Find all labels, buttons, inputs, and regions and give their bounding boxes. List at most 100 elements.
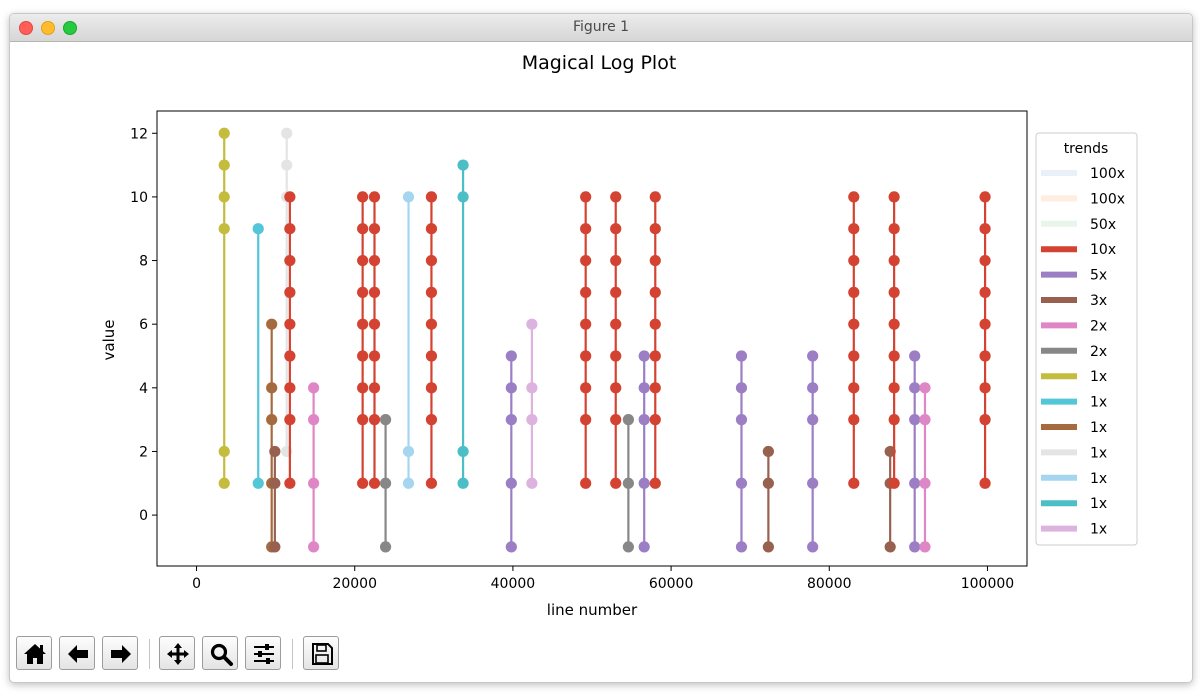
series-17 (622, 414, 634, 553)
data-point (580, 382, 592, 394)
series-6 (308, 382, 320, 553)
data-point (638, 382, 650, 394)
pan-button[interactable] (159, 636, 195, 670)
x-tick-label: 40000 (491, 576, 536, 592)
x-tick-label: 0 (192, 576, 201, 592)
data-point (284, 382, 296, 394)
data-point (888, 350, 900, 362)
legend-label: 50x (1090, 217, 1116, 233)
data-point (762, 477, 774, 489)
data-point (357, 350, 369, 362)
data-point (807, 414, 819, 426)
data-point (368, 318, 381, 330)
zoom-button[interactable] (202, 636, 238, 670)
maximize-window-button[interactable] (63, 21, 77, 35)
data-point (308, 414, 320, 426)
minimize-window-button[interactable] (41, 21, 55, 35)
legend-title: trends (1064, 141, 1109, 157)
forward-button[interactable] (102, 636, 138, 670)
data-point (218, 223, 230, 235)
series-28 (979, 191, 991, 489)
series-15 (580, 191, 592, 489)
data-point (848, 254, 860, 267)
x-axis-label: line number (547, 601, 638, 619)
legend-entries: 100x 100x 50x 10x 5x 3x 2x 2x 1x 1x 1x 1x 1x 1x 1x (1041, 166, 1125, 538)
data-point (526, 477, 538, 489)
series-10 (402, 191, 415, 489)
axes-frame (156, 110, 1028, 567)
data-point (909, 541, 921, 553)
series-3 (269, 445, 281, 553)
configure-subplots-button[interactable] (245, 636, 281, 670)
series-20 (735, 350, 748, 553)
close-window-button[interactable] (19, 21, 33, 35)
data-point (610, 223, 622, 235)
data-point (610, 477, 622, 489)
data-point (979, 254, 991, 267)
data-point (888, 414, 900, 426)
data-point (269, 541, 281, 553)
data-point (888, 191, 900, 203)
x-tick-label: 60000 (649, 576, 694, 592)
data-point (909, 414, 921, 426)
data-point (284, 318, 296, 330)
series-12 (457, 159, 469, 489)
data-point (425, 286, 438, 298)
save-button[interactable] (303, 636, 339, 670)
chart-canvas[interactable]: Magical Log Plot 0 20000 40000 60000 80000 10… (10, 42, 1192, 636)
data-point (638, 350, 650, 362)
y-axis-label: value (100, 320, 118, 361)
data-point (848, 414, 860, 426)
legend-label: 5x (1090, 268, 1107, 284)
legend-entry: 1x (1041, 445, 1107, 461)
data-point (284, 223, 296, 235)
data-point (649, 318, 661, 330)
data-point (505, 382, 517, 394)
data-point (638, 414, 650, 426)
data-point (402, 445, 415, 458)
data-point (735, 350, 748, 362)
data-point (357, 254, 369, 267)
home-button[interactable] (16, 636, 52, 670)
data-point (505, 414, 517, 426)
back-button[interactable] (59, 636, 95, 670)
data-point (457, 191, 469, 203)
legend-label: 1x (1090, 420, 1107, 436)
data-point (368, 286, 381, 298)
series-23 (848, 191, 860, 489)
data-point (580, 414, 592, 426)
data-point (368, 350, 381, 362)
data-point (610, 382, 622, 394)
data-point (357, 286, 369, 298)
data-point (979, 286, 991, 298)
series-27 (919, 382, 931, 553)
data-point (622, 477, 634, 489)
data-point (425, 191, 438, 203)
legend-label: 1x (1090, 471, 1107, 487)
toolbar-separator (292, 639, 293, 669)
data-point (622, 541, 634, 553)
data-point (284, 414, 296, 426)
data-point (308, 382, 320, 394)
data-point (979, 414, 991, 426)
data-point (266, 382, 278, 394)
data-point (622, 414, 634, 426)
legend-entry: 100x (1041, 191, 1125, 207)
navigation-toolbar (13, 636, 413, 676)
y-tick-label: 2 (139, 444, 148, 460)
data-point (425, 254, 438, 267)
data-point (888, 382, 900, 394)
legend-entry: 1x (1041, 395, 1107, 411)
data-point (580, 191, 592, 203)
data-point (505, 541, 517, 553)
data-point (505, 350, 517, 362)
data-point (357, 223, 369, 235)
data-point (807, 477, 819, 489)
data-point (252, 223, 264, 235)
legend-entry: 2x (1041, 344, 1107, 360)
data-point (919, 541, 931, 553)
series-5 (284, 191, 296, 489)
data-point (284, 286, 296, 298)
data-point (526, 382, 538, 394)
data-point (284, 254, 296, 267)
